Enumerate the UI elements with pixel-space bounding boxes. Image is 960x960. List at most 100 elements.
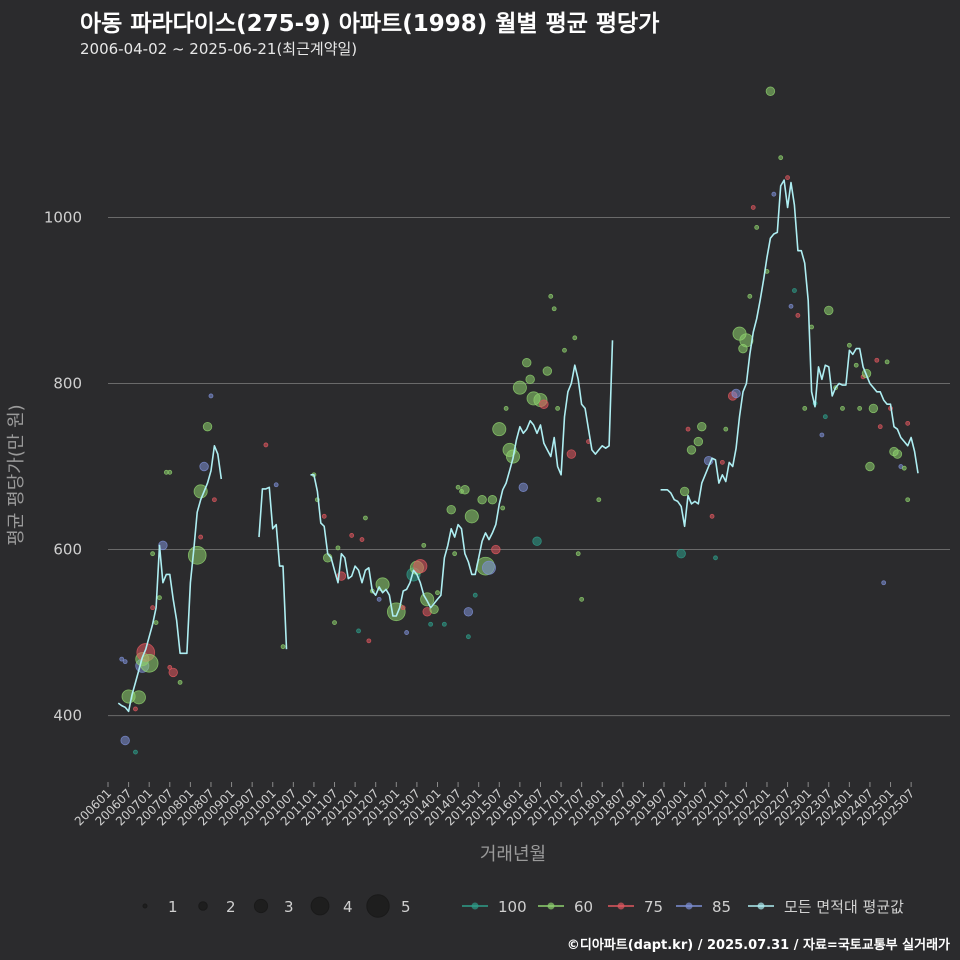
data-point	[771, 191, 777, 197]
average-line-segment	[310, 340, 614, 617]
data-point	[428, 621, 434, 627]
data-point	[686, 445, 697, 455]
data-point	[208, 393, 214, 399]
data-point	[539, 399, 549, 409]
y-tick-label: 600	[53, 541, 82, 559]
data-point	[199, 461, 209, 472]
data-point	[846, 342, 852, 348]
source-caption: ©디아파트(dapt.kr) / 2025.07.31 / 자료=국토교통부 실…	[566, 938, 950, 953]
data-point	[901, 465, 907, 471]
data-point	[167, 469, 173, 475]
data-point	[168, 667, 178, 678]
average-line-segment	[117, 444, 223, 713]
data-point	[551, 306, 557, 312]
data-point	[460, 485, 470, 495]
data-point	[723, 426, 729, 432]
y-tick-label: 1000	[44, 208, 82, 226]
size-legend-label: 2	[226, 898, 236, 916]
gridlines	[108, 216, 950, 717]
data-point	[865, 461, 875, 472]
data-point	[150, 551, 156, 557]
data-point	[119, 656, 125, 662]
data-point	[548, 293, 554, 299]
chart-title: 아동 파라다이스(275-9) 아파트(1998) 월별 평균 평당가	[80, 11, 660, 37]
data-point	[491, 544, 501, 555]
data-point	[795, 313, 801, 318]
data-point	[131, 690, 146, 705]
data-point	[555, 405, 561, 411]
data-point	[739, 333, 754, 348]
data-point	[463, 607, 474, 617]
data-point	[481, 560, 496, 575]
data-point	[477, 495, 487, 505]
data-point	[263, 442, 269, 448]
data-point	[788, 303, 794, 309]
data-point	[349, 533, 355, 538]
data-point	[157, 595, 162, 601]
data-point	[356, 628, 361, 634]
size-legend-label: 3	[284, 898, 294, 916]
size-legend: 1 2 3 4 5	[142, 894, 411, 918]
data-point	[676, 548, 686, 559]
size-legend-key	[198, 901, 208, 911]
data-point	[500, 505, 506, 511]
data-point	[802, 405, 808, 411]
data-point	[575, 551, 581, 557]
data-point	[579, 596, 585, 602]
series-legend-key-dot	[757, 902, 765, 910]
data-point	[198, 534, 204, 540]
data-point	[713, 555, 718, 561]
data-point	[719, 459, 725, 465]
data-point	[731, 388, 741, 399]
data-point	[785, 175, 790, 180]
data-point	[905, 420, 911, 426]
data-point	[522, 358, 532, 368]
series-legend-key-dot	[685, 902, 693, 910]
data-point	[542, 366, 553, 376]
data-point	[446, 504, 456, 515]
data-point	[525, 374, 535, 385]
average-line-segment	[660, 179, 919, 528]
series-legend-label: 100	[498, 898, 527, 916]
data-point	[868, 403, 879, 414]
data-point	[874, 357, 880, 363]
series-legend-key-dot	[471, 902, 479, 910]
data-point	[359, 537, 365, 542]
data-point	[792, 288, 797, 293]
data-point	[512, 380, 527, 395]
data-point	[685, 426, 691, 432]
x-axis-tick-labels: 2006012006072007012007072008012008072009…	[72, 782, 917, 829]
data-point	[747, 293, 753, 299]
data-point	[321, 513, 327, 519]
data-point	[596, 497, 602, 503]
data-point	[566, 449, 577, 459]
average-price-line	[117, 179, 919, 713]
data-point	[778, 155, 784, 161]
data-point	[420, 592, 435, 607]
data-point	[421, 542, 427, 548]
series-legend-key-dot	[617, 902, 625, 910]
series-legend-label: 75	[644, 898, 663, 916]
data-point	[518, 482, 528, 492]
data-point	[824, 305, 834, 316]
data-point	[400, 605, 406, 611]
data-point	[503, 405, 509, 411]
data-point	[465, 634, 471, 640]
data-point	[840, 405, 845, 411]
data-point	[332, 620, 337, 625]
data-point	[881, 580, 887, 586]
data-point	[455, 484, 461, 490]
transaction-points	[119, 86, 911, 755]
average-line-segment	[258, 486, 288, 650]
data-point	[366, 638, 372, 644]
series-legend: 100 60 75 85 모든 면적대 평균값	[462, 898, 904, 916]
series-legend-label: 60	[574, 898, 593, 916]
data-point	[853, 362, 859, 368]
data-point	[150, 605, 156, 611]
data-point	[133, 706, 138, 712]
data-point	[892, 449, 903, 459]
data-point	[133, 749, 138, 755]
data-point	[177, 679, 183, 685]
data-point	[187, 546, 207, 565]
series-legend-label: 85	[712, 898, 731, 916]
